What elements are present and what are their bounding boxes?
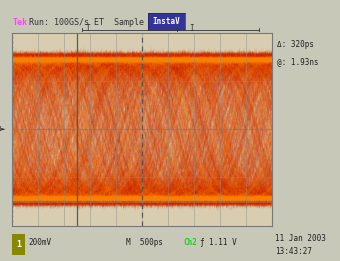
Text: Tek: Tek (13, 17, 28, 27)
Text: InstaV: InstaV (153, 17, 181, 26)
Text: 1►: 1► (0, 126, 5, 132)
Text: 11 Jan 2003: 11 Jan 2003 (275, 234, 326, 244)
Text: @: 1.93ns: @: 1.93ns (277, 57, 319, 66)
Text: ƒ: ƒ (199, 238, 204, 247)
Text: 200mV: 200mV (29, 238, 52, 247)
Text: M  500ps: M 500ps (126, 238, 163, 247)
Text: Δ: 320ps: Δ: 320ps (277, 40, 314, 49)
Text: T: T (86, 24, 91, 33)
Text: 1.11 V: 1.11 V (209, 238, 237, 247)
Text: I: I (190, 24, 194, 33)
Text: Run: 100GS/s ET  Sample: Run: 100GS/s ET Sample (29, 17, 144, 27)
Text: 13:43:27: 13:43:27 (275, 247, 312, 256)
Text: Ch2: Ch2 (184, 238, 198, 247)
Text: 1: 1 (16, 240, 21, 249)
